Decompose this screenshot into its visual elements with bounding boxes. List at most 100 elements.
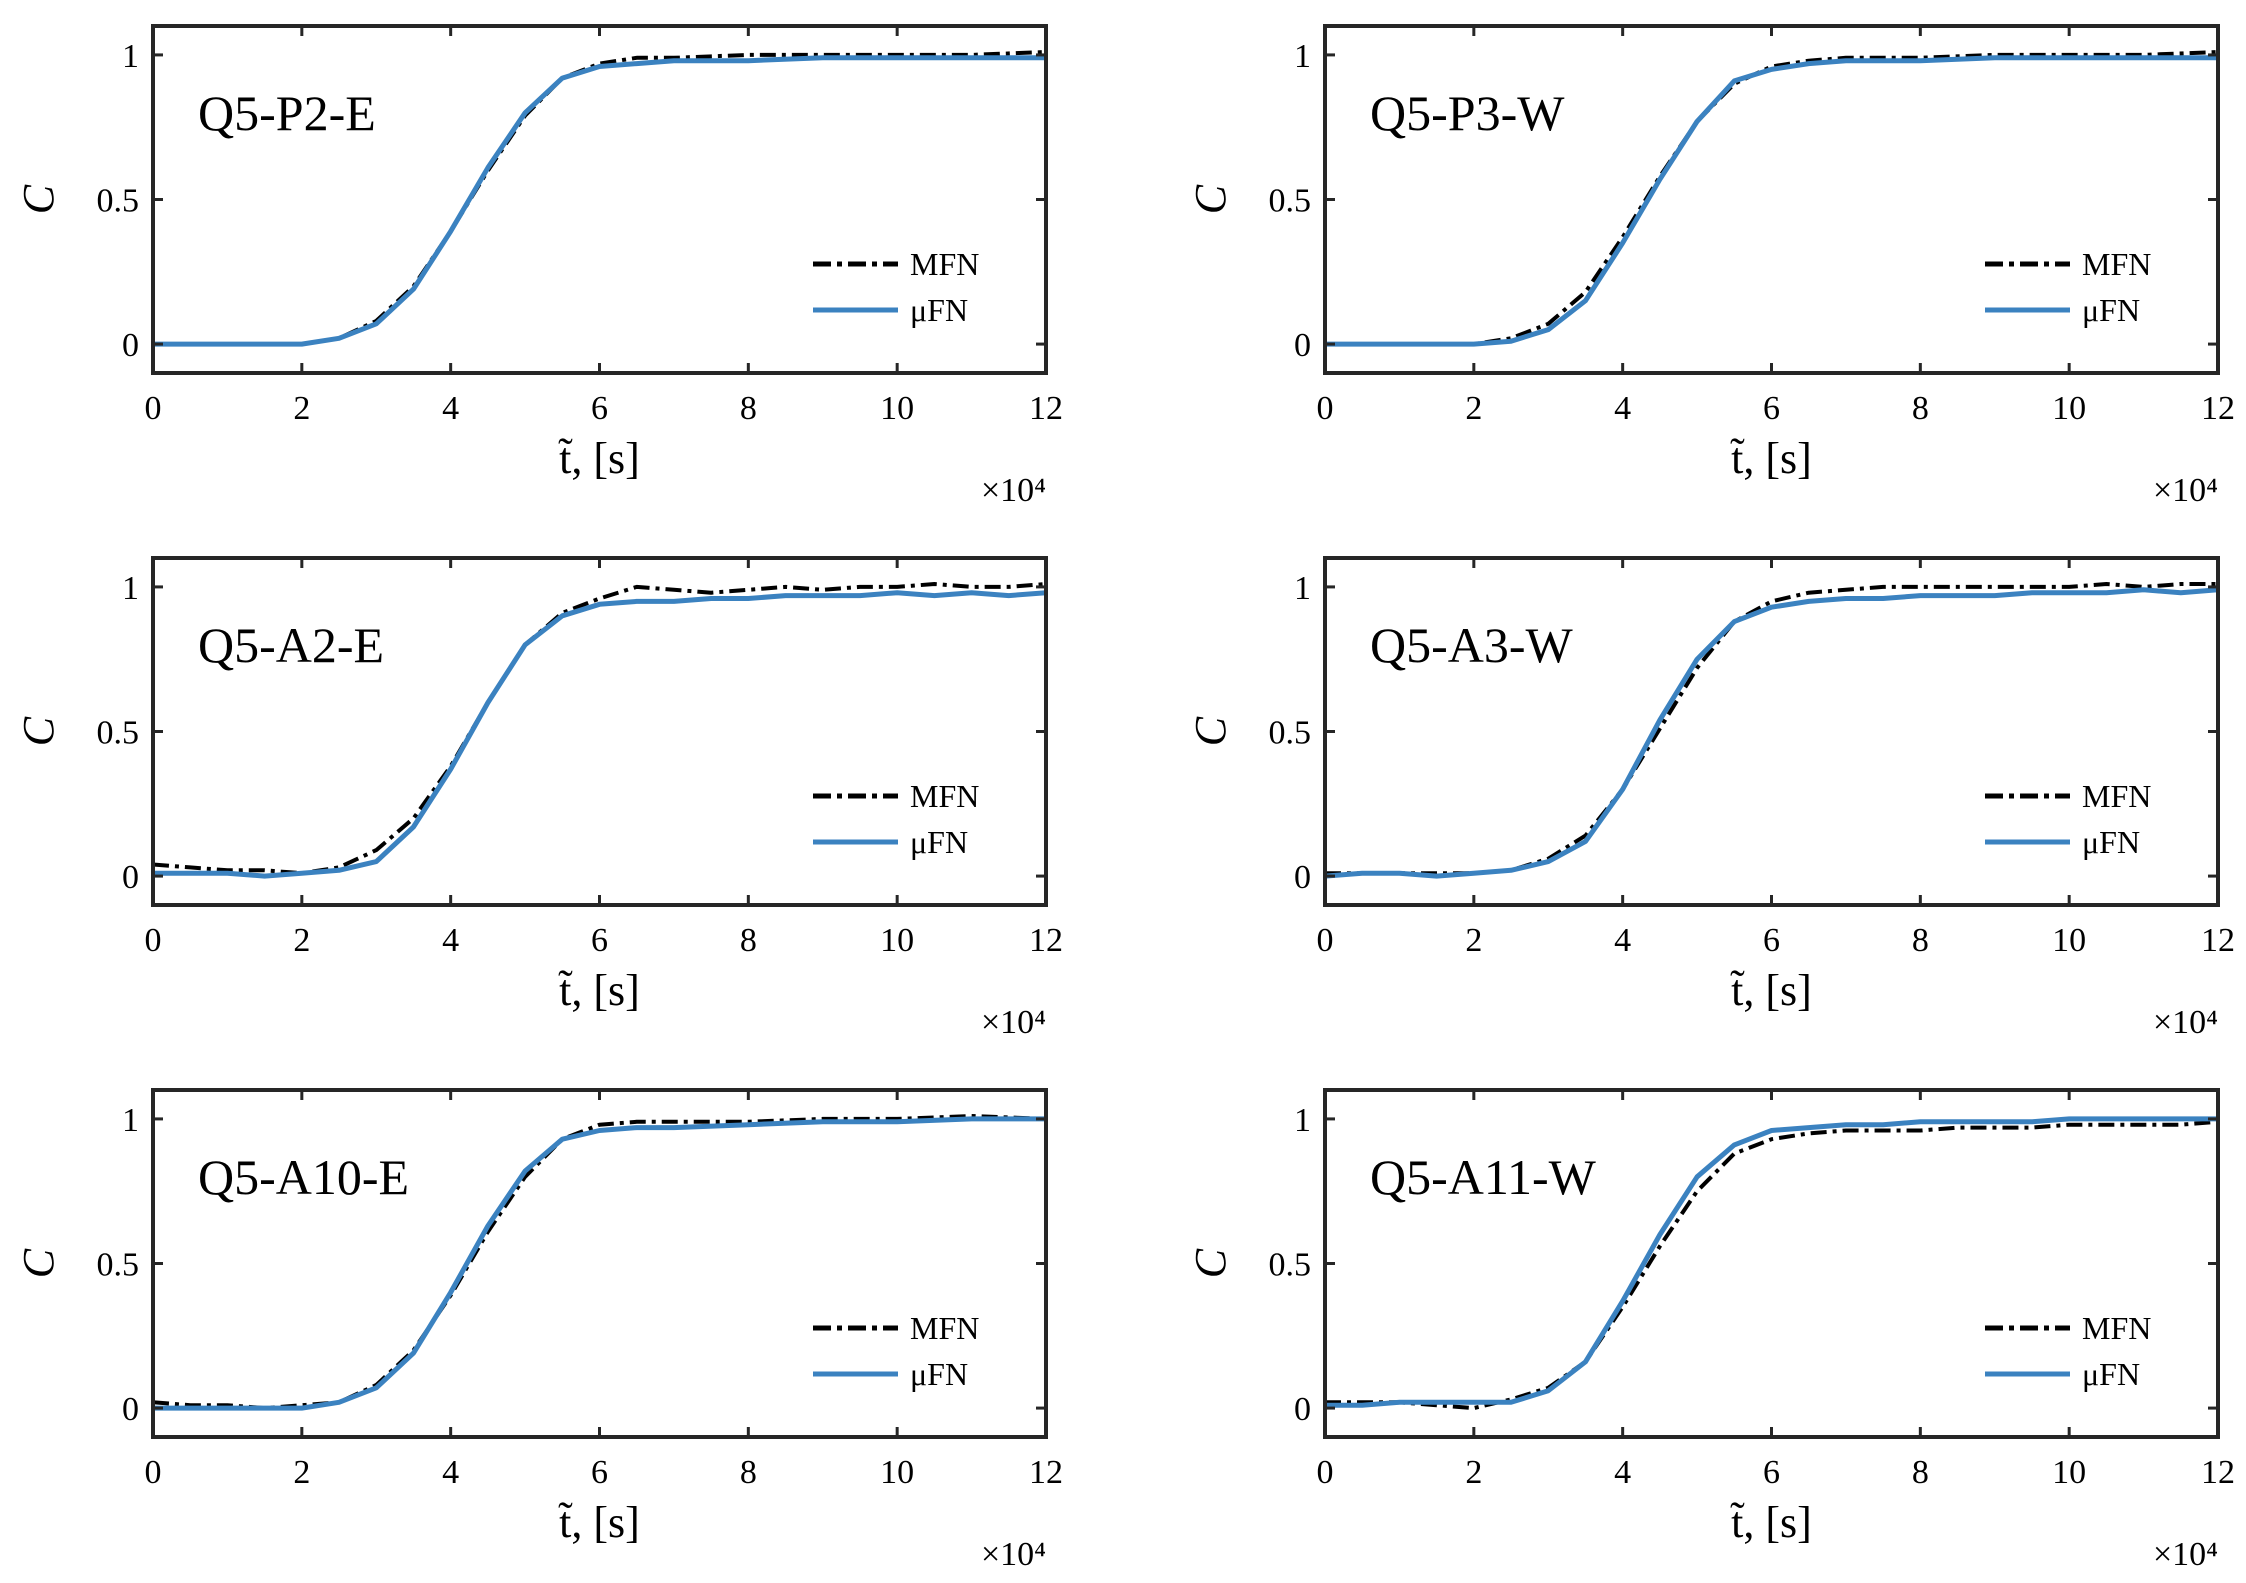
- y-axis-label: C: [1186, 716, 1235, 746]
- series-line-mfn: [153, 582, 1046, 876]
- y-tick-label: 0.5: [97, 715, 140, 752]
- y-axis-label: C: [14, 716, 63, 746]
- chart-panel: 0 2 4 6 8 10 12 0 0.5 1 Q5-A10-E t̃, [s] ×10⁴ C MFN μFN: [14, 1088, 1063, 1573]
- x-tick-label: 0: [145, 1454, 162, 1491]
- x-tick-label: 10: [880, 922, 914, 959]
- legend: MFN μFN: [1985, 778, 2151, 860]
- x-tick-label: 12: [2201, 1454, 2235, 1491]
- x-axis-label: t̃, [s]: [1730, 966, 1812, 1015]
- x-tick-label: 4: [442, 390, 459, 427]
- x-tick-label: 6: [591, 1454, 608, 1491]
- legend: MFN μFN: [813, 1310, 979, 1392]
- x-tick-label: 2: [1465, 922, 1482, 959]
- x-axis-label: t̃, [s]: [558, 1498, 640, 1547]
- legend-label-mfn: MFN: [910, 1310, 979, 1346]
- plot-area: [1325, 558, 2218, 905]
- x-tick-label: 12: [1029, 390, 1063, 427]
- series-line-mfn: [153, 50, 1046, 347]
- x-tick-label: 10: [2052, 922, 2086, 959]
- y-tick-label: 1: [122, 570, 139, 607]
- series-line-ufn: [153, 55, 1046, 347]
- legend-label-ufn: μFN: [2082, 824, 2140, 860]
- y-tick-label: 1: [1294, 38, 1311, 75]
- panel-title: Q5-P2-E: [198, 85, 376, 141]
- legend-label-mfn: MFN: [910, 246, 979, 282]
- chart-panel: 0 2 4 6 8 10 12 0 0.5 1 Q5-P3-W t̃, [s] ×10⁴ C MFN μFN: [1186, 24, 2235, 509]
- chart-panel: 0 2 4 6 8 10 12 0 0.5 1 Q5-A3-W t̃, [s] ×10⁴ C MFN μFN: [1186, 556, 2235, 1041]
- x-axis-multiplier: ×10⁴: [981, 1536, 1046, 1573]
- x-tick-label: 12: [1029, 922, 1063, 959]
- x-tick-label: 4: [1614, 922, 1631, 959]
- x-tick-label: 8: [1912, 390, 1929, 427]
- legend-label-ufn: μFN: [910, 1356, 968, 1392]
- y-tick-label: 0: [122, 859, 139, 896]
- x-tick-label: 0: [145, 922, 162, 959]
- series-line-ufn: [1325, 55, 2218, 347]
- legend-label-ufn: μFN: [910, 824, 968, 860]
- x-tick-label: 4: [442, 1454, 459, 1491]
- chart-panel: 0 2 4 6 8 10 12 0 0.5 1 Q5-P2-E t̃, [s] ×10⁴ C MFN μFN: [14, 24, 1063, 509]
- x-axis-multiplier: ×10⁴: [981, 472, 1046, 509]
- panel-title: Q5-A2-E: [198, 617, 384, 673]
- plot-area: [153, 558, 1046, 905]
- y-axis-label: C: [1186, 184, 1235, 214]
- x-axis-multiplier: ×10⁴: [981, 1004, 1046, 1041]
- y-tick-label: 0.5: [1269, 1247, 1312, 1284]
- x-axis-multiplier: ×10⁴: [2153, 472, 2218, 509]
- x-tick-label: 12: [2201, 390, 2235, 427]
- series-line-mfn: [1325, 1119, 2218, 1411]
- y-tick-label: 0.5: [97, 183, 140, 220]
- x-tick-label: 10: [2052, 1454, 2086, 1491]
- x-tick-label: 0: [1317, 1454, 1334, 1491]
- x-tick-label: 2: [1465, 390, 1482, 427]
- plot-area: [153, 1090, 1046, 1437]
- y-tick-label: 0: [1294, 327, 1311, 364]
- plot-area: [153, 26, 1046, 373]
- series-line-mfn: [1325, 582, 2218, 876]
- legend: MFN μFN: [1985, 246, 2151, 328]
- x-axis-label: t̃, [s]: [558, 966, 640, 1015]
- chart-panel: 0 2 4 6 8 10 12 0 0.5 1 Q5-A2-E t̃, [s] ×10⁴ C MFN μFN: [14, 556, 1063, 1041]
- y-tick-label: 0.5: [97, 1247, 140, 1284]
- x-tick-label: 6: [1763, 1454, 1780, 1491]
- chart-panel: 0 2 4 6 8 10 12 0 0.5 1 Q5-A11-W t̃, [s] ×10⁴ C MFN μFN: [1186, 1088, 2235, 1573]
- y-tick-label: 0: [122, 327, 139, 364]
- x-tick-label: 10: [2052, 390, 2086, 427]
- legend-label-mfn: MFN: [2082, 246, 2151, 282]
- x-axis-label: t̃, [s]: [1730, 434, 1812, 483]
- legend: MFN μFN: [1985, 1310, 2151, 1392]
- x-tick-label: 8: [1912, 922, 1929, 959]
- x-axis-multiplier: ×10⁴: [2153, 1004, 2218, 1041]
- y-tick-label: 0.5: [1269, 183, 1312, 220]
- panel-title: Q5-P3-W: [1370, 85, 1565, 141]
- legend-label-mfn: MFN: [2082, 778, 2151, 814]
- plot-area: [1325, 1090, 2218, 1437]
- x-tick-label: 0: [145, 390, 162, 427]
- x-tick-label: 6: [591, 390, 608, 427]
- x-axis-label: t̃, [s]: [558, 434, 640, 483]
- series-line-ufn: [1325, 587, 2218, 879]
- y-tick-label: 0: [1294, 1391, 1311, 1428]
- y-axis-label: C: [1186, 1248, 1235, 1278]
- x-axis-label: t̃, [s]: [1730, 1498, 1812, 1547]
- y-tick-label: 1: [122, 1102, 139, 1139]
- legend-label-mfn: MFN: [2082, 1310, 2151, 1346]
- series-line-ufn: [1325, 1116, 2218, 1408]
- x-tick-label: 12: [2201, 922, 2235, 959]
- x-tick-label: 4: [1614, 1454, 1631, 1491]
- x-tick-label: 6: [1763, 390, 1780, 427]
- x-tick-label: 2: [293, 390, 310, 427]
- x-tick-label: 8: [740, 390, 757, 427]
- plot-area: [1325, 26, 2218, 373]
- y-tick-label: 0: [122, 1391, 139, 1428]
- panel-title: Q5-A11-W: [1370, 1149, 1597, 1205]
- legend: MFN μFN: [813, 778, 979, 860]
- y-axis-label: C: [14, 1248, 63, 1278]
- y-tick-label: 0: [1294, 859, 1311, 896]
- x-tick-label: 8: [740, 922, 757, 959]
- x-axis-multiplier: ×10⁴: [2153, 1536, 2218, 1573]
- x-tick-label: 4: [1614, 390, 1631, 427]
- x-tick-label: 4: [442, 922, 459, 959]
- x-tick-label: 2: [293, 922, 310, 959]
